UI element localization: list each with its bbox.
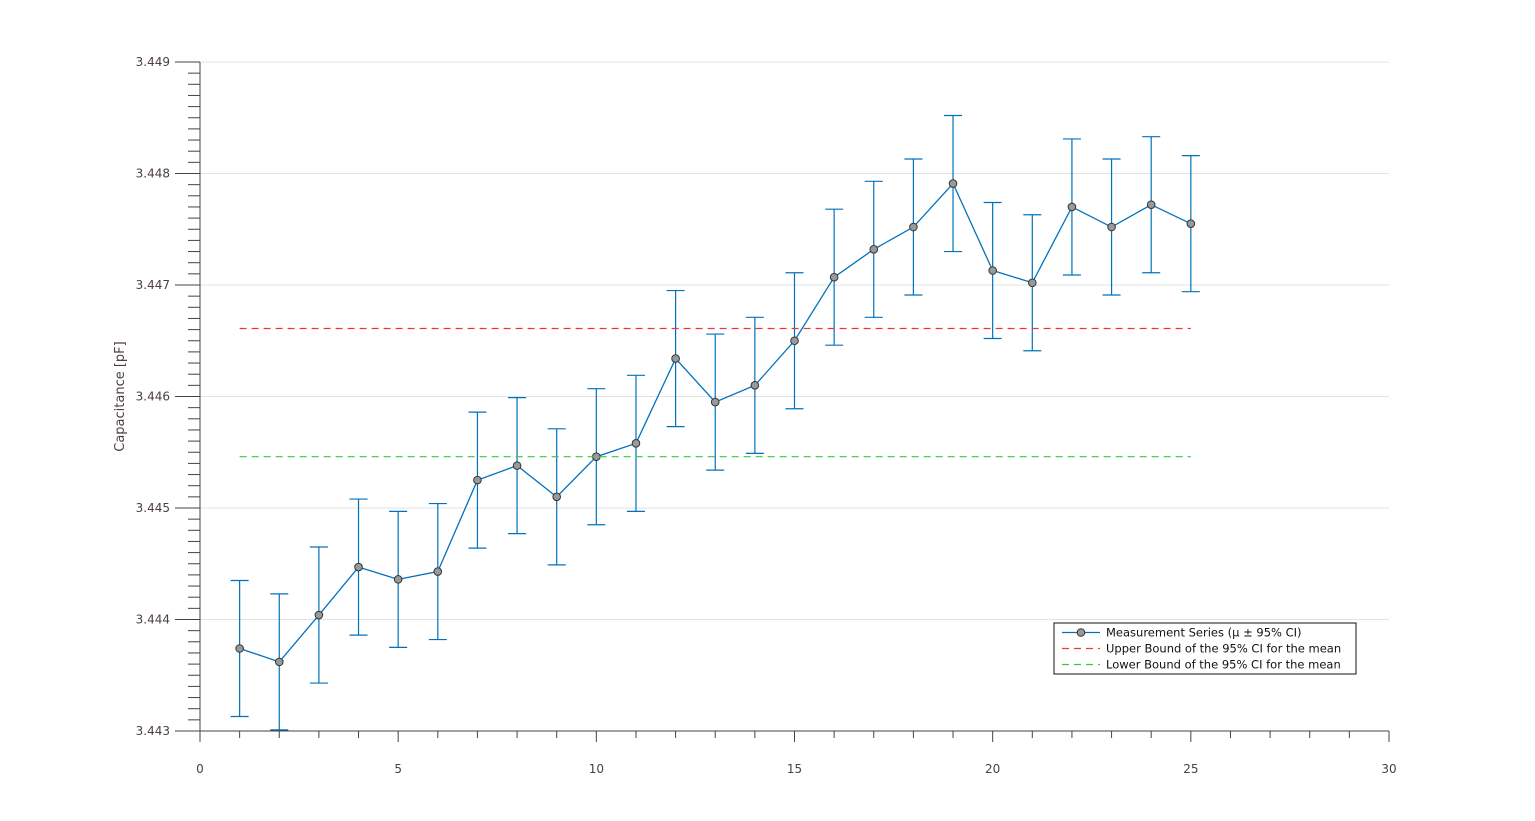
data-point bbox=[631, 439, 641, 448]
legend-label: Lower Bound of the 95% CI for the mean bbox=[1106, 658, 1341, 672]
series-0 bbox=[230, 114, 1200, 731]
data-point bbox=[671, 354, 680, 363]
x-tick-label: 25 bbox=[1183, 762, 1198, 776]
data-point bbox=[473, 475, 482, 485]
y-tick-label: 3.446 bbox=[136, 390, 170, 404]
x-tick-label: 0 bbox=[196, 762, 204, 776]
series bbox=[230, 114, 1200, 731]
data-point bbox=[988, 266, 997, 275]
x-tick-label: 5 bbox=[394, 762, 402, 776]
x-tick-label: 20 bbox=[985, 762, 1000, 776]
legend-marker bbox=[1076, 628, 1086, 637]
ticks: 0 5 10 15 20 25 30 3.443 3.444 3.445 3.446 3.447 3.4… bbox=[136, 55, 1397, 776]
legend-entry: Upper Bound of the 95% CI for the mean bbox=[1062, 642, 1341, 656]
data-point bbox=[948, 179, 958, 188]
y-tick-label: 3.444 bbox=[136, 613, 170, 627]
data-point bbox=[393, 575, 403, 584]
data-point bbox=[1146, 200, 1156, 210]
legend-entry: Lower Bound of the 95% CI for the mean bbox=[1062, 658, 1341, 672]
data-point bbox=[710, 397, 720, 407]
data-point bbox=[235, 644, 244, 653]
y-tick-label: 3.449 bbox=[136, 55, 170, 69]
data-point bbox=[1028, 278, 1037, 288]
legend-entry: Measurement Series (μ ± 95% CI) bbox=[1062, 626, 1302, 640]
data-point bbox=[354, 562, 363, 572]
legend: Measurement Series (μ ± 95% CI) Upper Bou… bbox=[1053, 622, 1357, 675]
x-tick-label: 15 bbox=[787, 762, 802, 776]
legend-label: Upper Bound of the 95% CI for the mean bbox=[1106, 642, 1341, 656]
data-point bbox=[750, 381, 760, 390]
y-tick-label: 3.448 bbox=[136, 167, 170, 181]
data-point bbox=[1186, 219, 1196, 228]
data-point bbox=[869, 245, 879, 254]
data-point bbox=[433, 567, 443, 576]
data-point bbox=[1107, 222, 1116, 232]
data-point bbox=[790, 336, 799, 346]
data-point bbox=[552, 492, 562, 502]
x-tick-label: 10 bbox=[589, 762, 604, 776]
y-axis-label: Capacitance [pF] bbox=[113, 341, 128, 451]
data-point bbox=[274, 657, 284, 667]
legend-box bbox=[1053, 622, 1357, 675]
legend-entries: Measurement Series (μ ± 95% CI) Upper Bou… bbox=[1062, 626, 1341, 672]
y-tick-label: 3.447 bbox=[136, 278, 170, 292]
data-point bbox=[314, 610, 324, 620]
legend-label: Measurement Series (μ ± 95% CI) bbox=[1106, 626, 1302, 640]
y-tick-label: 3.443 bbox=[136, 724, 170, 738]
x-tick-label: 30 bbox=[1381, 762, 1396, 776]
data-point bbox=[829, 272, 839, 282]
y-tick-label: 3.445 bbox=[136, 501, 170, 515]
data-point bbox=[1067, 202, 1077, 212]
data-point bbox=[909, 222, 918, 232]
data-point bbox=[512, 461, 522, 470]
